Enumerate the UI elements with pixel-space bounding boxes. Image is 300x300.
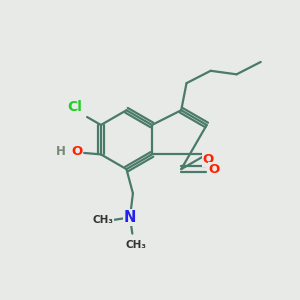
- Text: O: O: [71, 145, 82, 158]
- Text: O: O: [202, 153, 214, 166]
- Text: CH₃: CH₃: [125, 240, 146, 250]
- Text: O: O: [209, 163, 220, 176]
- Text: Cl: Cl: [67, 100, 82, 114]
- Text: CH₃: CH₃: [93, 215, 114, 225]
- Text: H: H: [56, 145, 66, 158]
- Text: N: N: [124, 210, 136, 225]
